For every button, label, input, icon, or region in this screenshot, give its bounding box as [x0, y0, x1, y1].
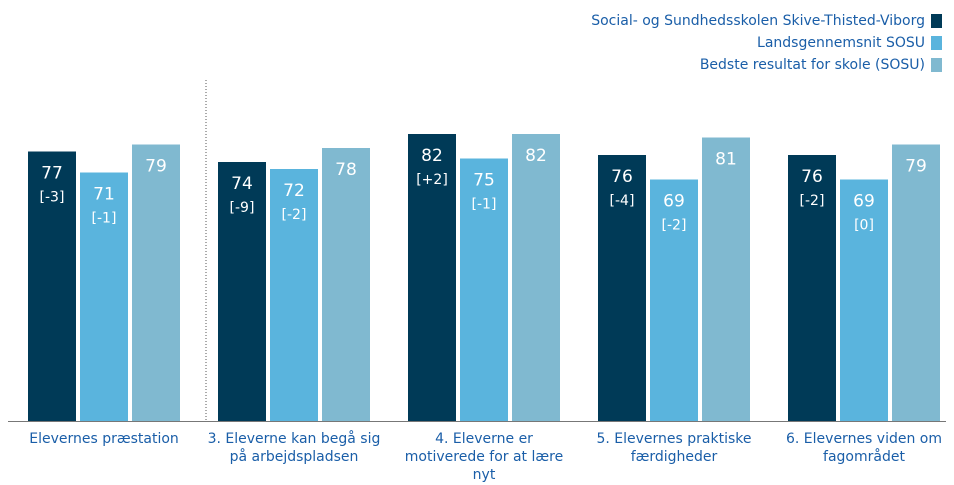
category-label-c3-line1: færdigheder — [631, 449, 718, 465]
bar-s2-c4 — [892, 144, 940, 421]
legend-label-school: Social- og Sundhedsskolen Skive-Thisted-… — [591, 13, 925, 29]
bar-s0-c3 — [598, 155, 646, 421]
legend: Social- og Sundhedsskolen Skive-Thisted-… — [591, 10, 942, 76]
data-label-s2-c3: 81 — [715, 150, 737, 170]
legend-item-school: Social- og Sundhedsskolen Skive-Thisted-… — [591, 10, 942, 32]
bar-s2-c3 — [702, 137, 750, 421]
data-label-s1-c3: 69 — [663, 192, 685, 212]
legend-swatch-best-result — [931, 58, 942, 72]
bar-s1-c0 — [80, 172, 128, 421]
bar-s2-c1 — [322, 148, 370, 421]
bar-s0-c0 — [28, 151, 76, 421]
data-label-s0-c4: 76 — [801, 167, 823, 187]
change-label-s0-c1: [-9] — [230, 200, 255, 216]
change-label-s1-c3: [-2] — [662, 218, 687, 234]
data-label-s2-c1: 78 — [335, 160, 357, 180]
change-label-s0-c4: [-2] — [800, 193, 825, 209]
bar-s1-c3 — [650, 179, 698, 421]
category-label-c1-line1: på arbejdspladsen — [230, 448, 359, 465]
change-label-s1-c4: [0] — [854, 218, 874, 234]
data-label-s1-c2: 75 — [473, 171, 495, 191]
bar-s2-c2 — [512, 134, 560, 421]
data-label-s0-c1: 74 — [231, 174, 253, 194]
change-label-s0-c2: [+2] — [416, 172, 448, 188]
data-label-s0-c2: 82 — [421, 146, 443, 166]
data-label-s2-c2: 82 — [525, 146, 547, 166]
legend-label-national-average: Landsgennemsnit SOSU — [757, 35, 925, 51]
data-label-s1-c4: 69 — [853, 192, 875, 212]
change-label-s1-c2: [-1] — [472, 197, 497, 213]
category-label-c3-line0: 5. Elevernes praktiske — [596, 431, 751, 447]
change-label-s0-c0: [-3] — [40, 190, 65, 206]
data-label-s1-c1: 72 — [283, 181, 305, 201]
category-label-c2-line1: motiverede for at lære — [405, 449, 563, 465]
bar-s1-c1 — [270, 169, 318, 421]
bar-s0-c4 — [788, 155, 836, 421]
category-label-c4-line0: 6. Elevernes viden om — [786, 431, 942, 447]
legend-item-best-result: Bedste resultat for skole (SOSU) — [591, 54, 942, 76]
data-label-s0-c0: 77 — [41, 164, 63, 184]
category-label-c2-line2: nyt — [473, 467, 496, 483]
bar-s0-c1 — [218, 162, 266, 421]
bar-s1-c2 — [460, 158, 508, 421]
data-label-s2-c0: 79 — [145, 157, 167, 177]
legend-label-best-result: Bedste resultat for skole (SOSU) — [699, 57, 925, 73]
legend-swatch-national-average — [931, 36, 942, 50]
category-label-c4-line1: fagområdet — [823, 448, 905, 465]
bar-s2-c0 — [132, 144, 180, 421]
category-label-c0-line0: Elevernes præstation — [29, 431, 179, 447]
category-label-c2-line0: 4. Eleverne er — [435, 431, 533, 447]
change-label-s0-c3: [-4] — [610, 193, 635, 209]
bar-s1-c4 — [840, 179, 888, 421]
change-label-s1-c0: [-1] — [92, 211, 117, 227]
data-label-s1-c0: 71 — [93, 185, 115, 205]
legend-swatch-school — [931, 14, 942, 28]
data-label-s0-c3: 76 — [611, 167, 633, 187]
data-label-s2-c4: 79 — [905, 157, 927, 177]
category-label-c1-line0: 3. Eleverne kan begå sig — [208, 430, 381, 447]
change-label-s1-c1: [-2] — [282, 207, 307, 223]
legend-item-national-average: Landsgennemsnit SOSU — [591, 32, 942, 54]
bar-s0-c2 — [408, 134, 456, 421]
